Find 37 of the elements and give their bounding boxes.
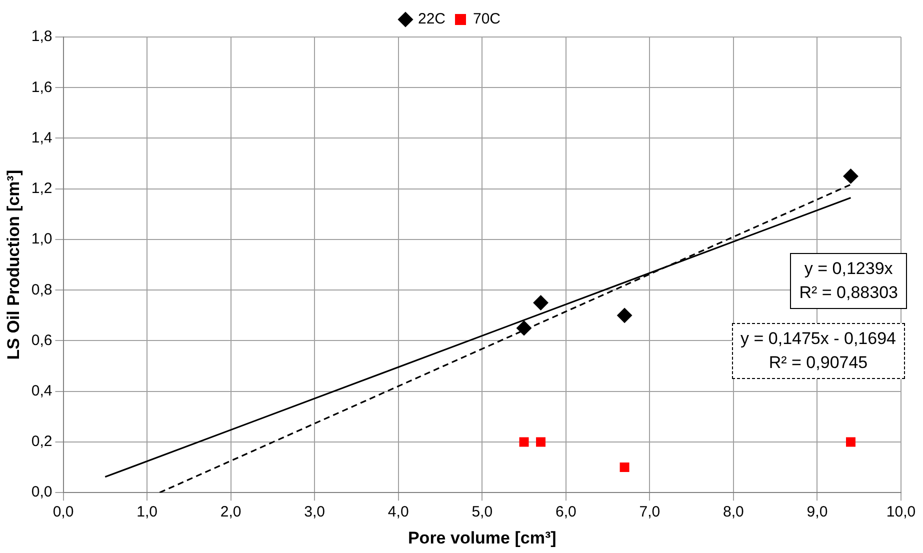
y-tick-label: 1,2 xyxy=(31,180,52,198)
x-tick-label: 3,0 xyxy=(304,504,326,521)
y-tick-label: 1,8 xyxy=(31,28,52,46)
point xyxy=(519,437,529,447)
point xyxy=(536,437,546,447)
x-tick-label: 8,0 xyxy=(723,504,744,521)
y-tick-label: 0,4 xyxy=(31,382,52,400)
x-tick-label: 1,0 xyxy=(136,504,158,521)
y-axis-title: LS Oil Production [cm³] xyxy=(4,170,23,360)
x-tick-label: 9,0 xyxy=(806,504,828,521)
annotation: R² = 0,88303 xyxy=(799,282,898,304)
annotation: y = 0,1475x - 0,1694 xyxy=(740,328,896,350)
y-tick-label: 1,4 xyxy=(31,129,52,146)
legend-label: 70C xyxy=(473,10,501,28)
x-axis-title: Pore volume [cm³] xyxy=(408,528,556,548)
y-tick-label: 0,2 xyxy=(31,433,52,450)
y-tick-label: 0,8 xyxy=(31,281,52,298)
point xyxy=(533,295,548,310)
x-tick-label: 2,0 xyxy=(220,504,242,521)
annotation: R² = 0,90745 xyxy=(768,352,869,374)
x-tick-label: 10,0 xyxy=(886,504,916,521)
annotation: y = 0,1239x xyxy=(803,258,894,280)
y-tick-label: 1,6 xyxy=(31,78,52,96)
x-tick-label: 7,0 xyxy=(639,504,660,521)
x-tick-label: 6,0 xyxy=(555,504,576,521)
point xyxy=(620,462,630,472)
x-tick-label: 4,0 xyxy=(388,504,409,521)
point xyxy=(843,168,858,184)
point xyxy=(617,308,632,323)
x-tick-label: 0,0 xyxy=(52,504,74,521)
x-tick-label: 5,0 xyxy=(472,504,493,521)
y-tick-label: 0,6 xyxy=(31,332,52,349)
point xyxy=(516,320,532,336)
legend-label: 22C xyxy=(418,10,446,28)
y-tick-label: 1,0 xyxy=(31,230,52,248)
point xyxy=(846,437,856,447)
y-tick-label: 0,0 xyxy=(31,484,52,501)
